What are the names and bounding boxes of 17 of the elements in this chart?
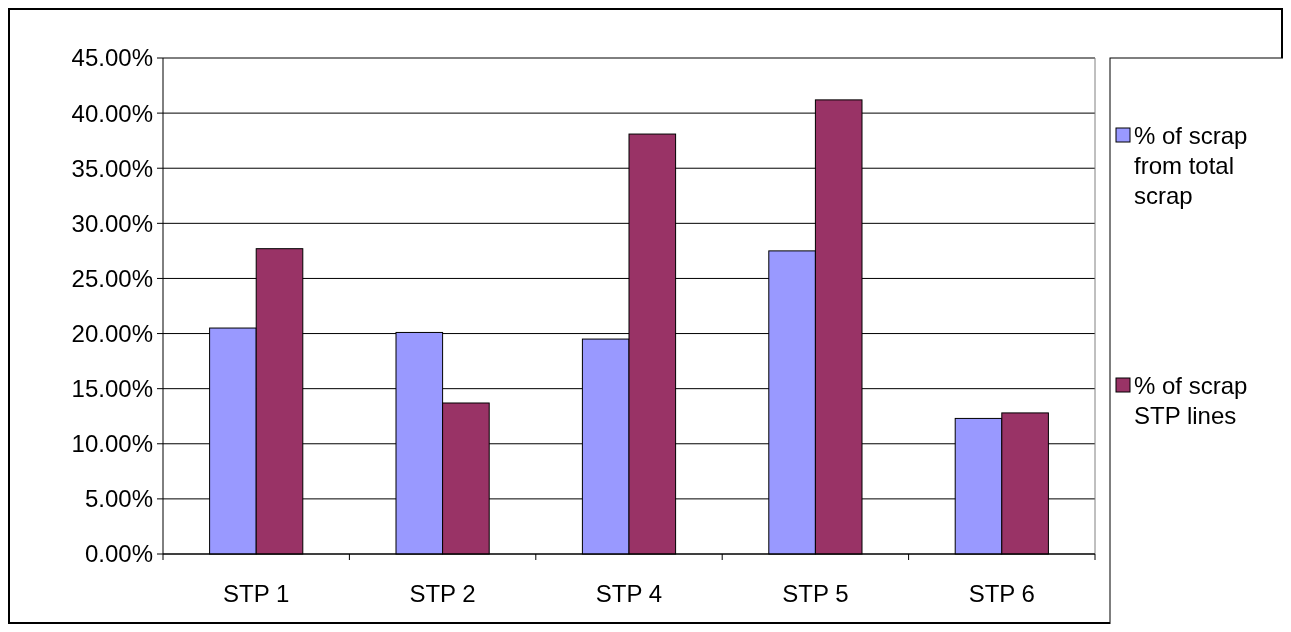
- x-tick-label: STP 6: [968, 580, 1035, 607]
- y-tick-label: 20.00%: [71, 319, 153, 347]
- y-tick-label: 15.00%: [71, 375, 153, 403]
- y-tick-label: 30.00%: [71, 209, 153, 237]
- y-tick-label: 35.00%: [71, 154, 153, 182]
- x-tick-label: STP 5: [782, 580, 849, 607]
- x-tick-label: STP 2: [409, 580, 476, 607]
- y-tick-label: 0.00%: [84, 540, 153, 568]
- y-tick-label: 5.00%: [84, 485, 153, 513]
- legend-label: % of scrap from total scrap: [1134, 122, 1248, 210]
- x-tick-label: STP 1: [223, 580, 290, 607]
- y-tick-label: 40.00%: [71, 99, 153, 127]
- y-tick-label: 45.00%: [71, 44, 153, 72]
- x-tick-label: STP 4: [595, 580, 663, 607]
- y-tick-label: 10.00%: [71, 430, 153, 458]
- y-tick-label: 25.00%: [71, 264, 153, 292]
- legend-label: % of scrap STP lines: [1134, 372, 1248, 430]
